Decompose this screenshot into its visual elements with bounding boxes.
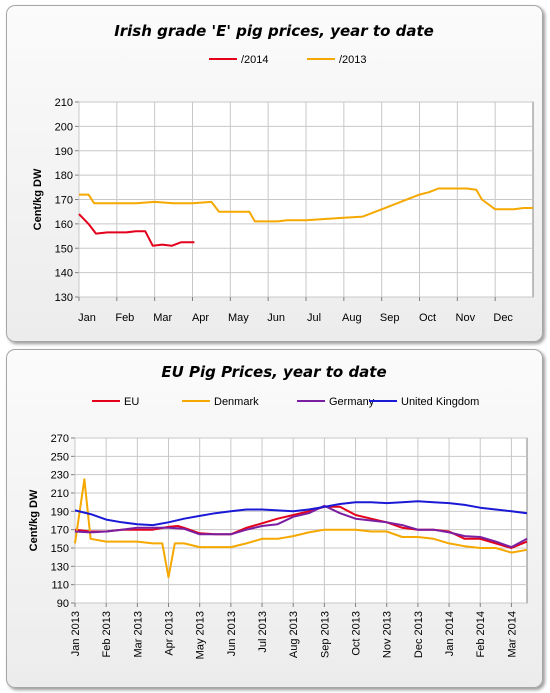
y-tick-label: 130: [55, 292, 73, 304]
x-tick-label: Feb: [115, 312, 134, 324]
irish-prices-panel: Irish grade 'E' pig prices, year to date…: [6, 5, 543, 342]
y-tick-label: 130: [51, 561, 69, 573]
y-tick-label: 190: [51, 506, 69, 518]
x-tick-label: Mar 2013: [132, 611, 144, 657]
legend-label: /2013: [339, 54, 367, 66]
legend-label: EU: [124, 396, 139, 408]
y-tick-label: 160: [55, 219, 73, 231]
y-axis-label: Cent/kg DW: [32, 168, 44, 230]
x-tick-label: May: [228, 312, 249, 324]
y-tick-label: 180: [55, 170, 73, 182]
series-line: [78, 213, 195, 247]
x-tick-label: Nov: [456, 312, 476, 324]
legend-label: Denmark: [214, 396, 259, 408]
x-tick-label: Jun: [267, 312, 285, 324]
y-tick-label: 230: [51, 470, 69, 482]
x-tick-label: Sep: [380, 312, 400, 324]
y-tick-label: 110: [51, 580, 69, 592]
y-tick-label: 210: [55, 97, 73, 109]
x-tick-label: Mar: [153, 312, 172, 324]
legend-label: United Kingdom: [401, 396, 479, 408]
x-tick-label: Jan 2014: [444, 611, 456, 656]
chart-title: Irish grade 'E' pig prices, year to date: [114, 22, 434, 40]
y-tick-label: 140: [55, 268, 73, 280]
y-tick-label: 170: [55, 195, 73, 207]
x-tick-label: Jan: [78, 312, 96, 324]
x-tick-label: Jun 2013: [226, 611, 238, 656]
legend-label: Germany: [329, 396, 375, 408]
x-tick-label: Apr: [192, 312, 209, 324]
x-tick-label: Nov 2013: [382, 611, 394, 658]
eu-prices-panel: EU Pig Prices, year to date EU Denmark Germ…: [6, 349, 543, 688]
x-tick-label: Jan 2013: [70, 611, 82, 656]
x-tick-label: Jul 2013: [257, 611, 269, 653]
x-tick-label: Mar 2014: [506, 611, 518, 657]
x-tick-label: Aug 2013: [288, 611, 300, 658]
series-line: [74, 504, 528, 549]
chart-title: EU Pig Prices, year to date: [161, 363, 386, 381]
x-tick-label: Dec 2013: [413, 611, 425, 658]
y-tick-label: 200: [55, 121, 73, 133]
x-tick-label: Jul: [307, 312, 321, 324]
legend-label: /2014: [241, 54, 269, 66]
y-tick-label: 170: [51, 525, 69, 537]
x-tick-label: Oct: [419, 312, 436, 324]
y-axis-label: Cent/kg DW: [28, 489, 40, 551]
y-tick-label: 150: [51, 543, 69, 555]
x-tick-label: Feb 2013: [101, 611, 113, 657]
irish-prices-chart: Irish grade 'E' pig prices, year to date…: [32, 22, 534, 324]
y-tick-label: 150: [55, 243, 73, 255]
plot-area: [74, 437, 528, 604]
y-tick-label: 250: [51, 451, 69, 463]
x-tick-label: Feb 2014: [475, 611, 487, 657]
eu-prices-chart: EU Pig Prices, year to date EU Denmark Germ…: [28, 363, 528, 659]
x-tick-label: Apr 2013: [164, 611, 176, 656]
y-tick-label: 210: [51, 488, 69, 500]
x-tick-label: May 2013: [195, 611, 207, 659]
series-line: [74, 478, 528, 579]
y-tick-label: 190: [55, 146, 73, 158]
y-tick-label: 270: [51, 433, 69, 445]
x-tick-label: Oct 2013: [351, 611, 363, 656]
x-tick-label: Aug: [342, 312, 362, 324]
series-line: [74, 500, 528, 527]
series-line: [79, 187, 533, 223]
x-tick-label: Sep 2013: [319, 611, 331, 658]
x-tick-label: Dec: [493, 312, 513, 324]
y-tick-label: 90: [57, 598, 69, 610]
